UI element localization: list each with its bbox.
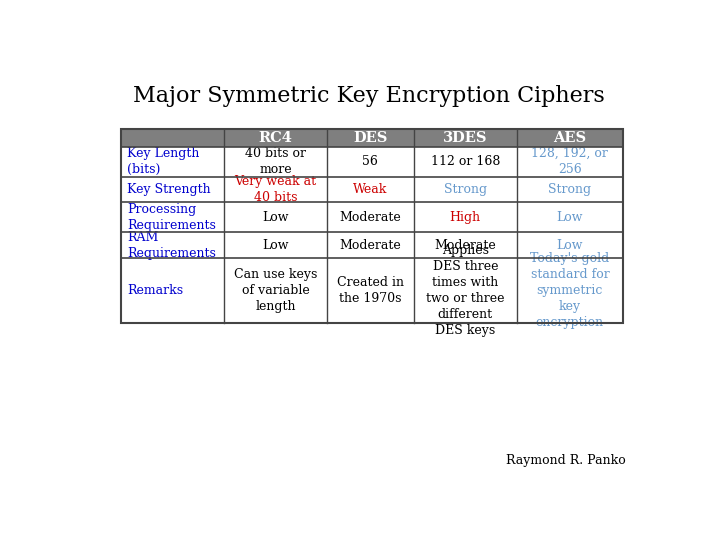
Text: Moderate: Moderate	[340, 239, 401, 252]
Text: 3DES: 3DES	[443, 131, 487, 145]
Text: Strong: Strong	[549, 183, 591, 196]
Text: Low: Low	[262, 239, 289, 252]
Text: Moderate: Moderate	[434, 239, 496, 252]
Text: Low: Low	[262, 211, 289, 224]
Text: Low: Low	[557, 239, 583, 252]
Text: Key Length
(bits): Key Length (bits)	[127, 147, 199, 176]
Text: RC4: RC4	[258, 131, 292, 145]
Text: Major Symmetric Key Encryption Ciphers: Major Symmetric Key Encryption Ciphers	[133, 85, 605, 107]
Text: Raymond R. Panko: Raymond R. Panko	[506, 454, 626, 467]
Text: Low: Low	[557, 211, 583, 224]
Text: Today's gold
standard for
symmetric
key
encryption: Today's gold standard for symmetric key …	[530, 252, 610, 329]
Text: RAM
Requirements: RAM Requirements	[127, 231, 216, 260]
Text: 56: 56	[362, 155, 378, 168]
Text: Moderate: Moderate	[340, 211, 401, 224]
Text: Remarks: Remarks	[127, 284, 184, 297]
Text: 128, 192, or
256: 128, 192, or 256	[531, 147, 608, 176]
Text: Applies
DES three
times with
two or three
different
DES keys: Applies DES three times with two or thre…	[426, 244, 505, 337]
Text: Strong: Strong	[444, 183, 487, 196]
Text: DES: DES	[354, 131, 387, 145]
Text: Created in
the 1970s: Created in the 1970s	[337, 276, 404, 305]
Bar	[121, 129, 623, 147]
Text: Key Strength: Key Strength	[127, 183, 211, 196]
Text: Very weak at
40 bits: Very weak at 40 bits	[235, 175, 317, 204]
Text: AES: AES	[553, 131, 587, 145]
Text: Can use keys
of variable
length: Can use keys of variable length	[234, 268, 318, 313]
Bar	[121, 129, 623, 322]
Text: Processing
Requirements: Processing Requirements	[127, 203, 216, 232]
Text: 112 or 168: 112 or 168	[431, 155, 500, 168]
Text: 40 bits or
more: 40 bits or more	[245, 147, 306, 176]
Text: High: High	[450, 211, 481, 224]
Text: Weak: Weak	[354, 183, 387, 196]
